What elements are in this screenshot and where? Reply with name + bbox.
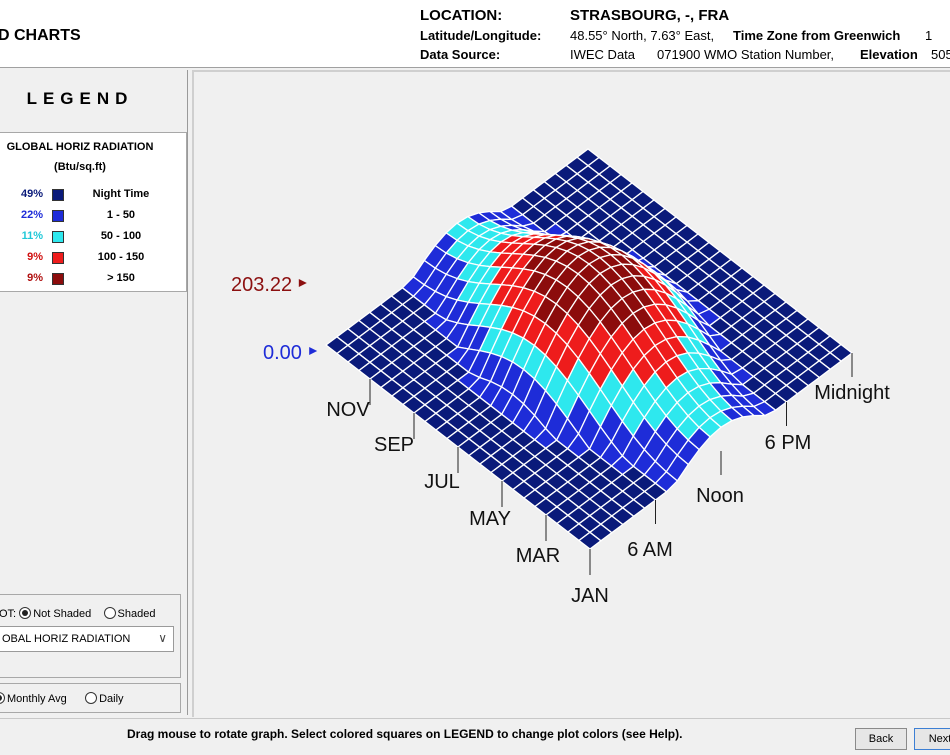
- monthly-avg-radio[interactable]: [0, 692, 5, 704]
- legend-color-swatch[interactable]: [52, 189, 64, 201]
- back-button[interactable]: Back: [855, 728, 907, 750]
- elevation-label: Elevation: [860, 47, 918, 62]
- legend-percent: 9%: [27, 251, 43, 263]
- bottom-bar: Drag mouse to rotate graph. Select color…: [0, 718, 950, 755]
- legend-row: 22% 1 - 50: [0, 208, 184, 224]
- source-label: Data Source:: [420, 47, 501, 62]
- surface-cell: [577, 531, 602, 550]
- location-label: LOCATION:: [420, 7, 503, 24]
- legend-percent: 11%: [21, 230, 43, 242]
- latlon-label: Latitude/Longitude:: [420, 28, 542, 43]
- hour-label: Midnight: [814, 382, 890, 404]
- z-max-label-arrow: [298, 279, 307, 287]
- legend-heading: GLOBAL HORIZ RADIATION: [6, 141, 154, 153]
- month-label: SEP: [374, 434, 414, 456]
- legend-box: GLOBAL HORIZ RADIATION (Btu/sq.ft) 49% Ni…: [0, 132, 187, 292]
- location-value: STRASBOURG, -, FRA: [570, 7, 730, 24]
- hour-label: 6 PM: [765, 432, 812, 454]
- z-min-label: 0.00: [263, 342, 302, 364]
- variable-select-value: OBAL HORIZ RADIATION: [2, 633, 131, 645]
- legend-panel: LEGEND GLOBAL HORIZ RADIATION (Btu/sq.ft…: [0, 70, 188, 715]
- month-label: JUL: [424, 471, 460, 493]
- daily-label[interactable]: Daily: [99, 693, 124, 705]
- shading-options: OT: Not Shaded Shaded: [0, 607, 155, 620]
- legend-color-swatch[interactable]: [52, 231, 64, 243]
- legend-color-swatch[interactable]: [52, 252, 64, 264]
- month-label: MAY: [469, 508, 511, 530]
- tick-layer: [369, 353, 853, 575]
- legend-percent: 9%: [27, 272, 43, 284]
- legend-range-label: 1 - 50: [106, 209, 136, 221]
- rotate-hint: Drag mouse to rotate graph. Select color…: [127, 727, 683, 741]
- chart-area[interactable]: 203.22 0.00 JAN MAR MAY JUL SEP NOV 6 AM Noon 6 PM…: [192, 70, 950, 717]
- app-title: D CHARTS: [0, 27, 81, 44]
- legend-row: 9% 100 - 150: [0, 250, 184, 266]
- legend-range-label: 100 - 150: [97, 251, 145, 263]
- legend-title: LEGEND: [26, 89, 134, 108]
- hour-label: Noon: [696, 485, 744, 507]
- legend-row: 49% Night Time: [0, 187, 184, 203]
- averaging-options: Monthly Avg Daily: [0, 692, 124, 705]
- elevation-value: 505: [931, 47, 950, 62]
- legend-color-swatch[interactable]: [52, 210, 64, 222]
- plot-prefix: OT:: [0, 608, 17, 620]
- wmo-value: 071900 WMO Station Number,: [657, 47, 835, 62]
- legend-color-swatch[interactable]: [52, 273, 64, 285]
- variable-select[interactable]: OBAL HORIZ RADIATION ∨: [0, 626, 174, 652]
- z-max-label: 203.22: [231, 274, 292, 296]
- legend-percent: 22%: [20, 209, 43, 221]
- legend-unit: (Btu/sq.ft): [54, 161, 106, 173]
- hour-label: 6 AM: [627, 539, 673, 561]
- source-value: IWEC Data: [570, 47, 636, 62]
- timezone-value: 1: [925, 28, 933, 43]
- legend-range-label: 50 - 100: [100, 230, 142, 242]
- z-min-label-arrow: [309, 347, 318, 355]
- shaded-label[interactable]: Shaded: [117, 608, 156, 620]
- legend-range-label: Night Time: [92, 188, 150, 200]
- shaded-radio[interactable]: [103, 607, 116, 619]
- legend-percent: 49%: [20, 188, 43, 200]
- legend-row: 9% > 150: [0, 271, 184, 287]
- not-shaded-radio[interactable]: [19, 607, 32, 619]
- latlon-value: 48.55° North, 7.63° East,: [570, 28, 715, 43]
- timezone-label: Time Zone from Greenwich: [733, 28, 901, 43]
- legend-row: 11% 50 - 100: [0, 229, 184, 245]
- chevron-down-icon: ∨: [158, 631, 167, 645]
- month-label: JAN: [571, 585, 609, 607]
- header: D CHARTS LOCATION: STRASBOURG, -, FRA La…: [0, 0, 950, 68]
- month-label: MAR: [516, 545, 560, 567]
- next-button[interactable]: Next: [914, 728, 950, 750]
- monthly-avg-label[interactable]: Monthly Avg: [7, 693, 67, 705]
- surface-layer: [324, 148, 854, 550]
- averaging-box: Monthly Avg Daily: [0, 683, 181, 713]
- month-label: NOV: [326, 399, 370, 421]
- legend-range-label: > 150: [107, 272, 135, 284]
- daily-radio[interactable]: [85, 692, 98, 704]
- not-shaded-label[interactable]: Not Shaded: [33, 608, 92, 620]
